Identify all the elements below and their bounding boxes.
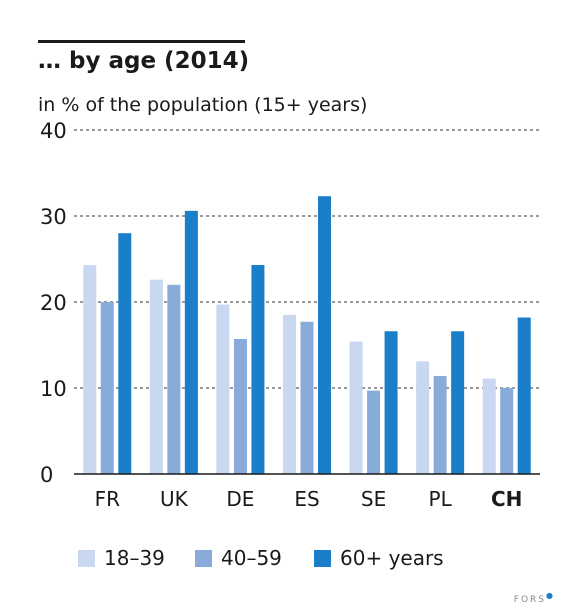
fors-logo: FORS● [513,591,553,605]
legend-label-60-plus: 60+ years [340,546,444,570]
chart-title: … by age (2014) [38,48,250,74]
bar-de-series-1 [216,304,230,474]
legend-item-18-39: 18–39 [78,546,165,570]
bar-uk-series-1 [149,279,163,474]
legend-item-40-59: 40–59 [195,546,282,570]
x-tick-label-fr: FR [95,487,121,511]
bar-fr-series-3 [118,233,132,474]
legend-swatch-18-39 [78,549,95,567]
y-tick-label-40: 40 [40,119,67,143]
legend-swatch-40-59 [195,549,212,567]
bar-ch-series-2 [500,388,514,474]
bar-se-series-3 [384,331,398,474]
y-tick-label-20: 20 [40,291,67,315]
legend-label-40-59: 40–59 [221,546,282,570]
x-tick-label-es: ES [294,487,319,511]
bar-pl-series-3 [451,331,465,474]
y-tick-label-30: 30 [40,205,67,229]
bar-es-series-1 [283,314,296,474]
bar-fr-series-1 [83,265,97,474]
x-tick-label-uk: UK [160,487,189,511]
bar-uk-series-3 [184,210,198,474]
title-rule [38,40,245,43]
bar-ch-series-1 [482,378,496,474]
legend-item-60-plus: 60+ years [314,546,444,570]
x-tick-label-ch: CH [491,487,522,511]
y-tick-label-0: 0 [40,463,53,487]
x-tick-label-pl: PL [429,487,453,511]
logo-text: FORS [513,595,547,605]
x-tick-label-de: DE [226,487,254,511]
bar-de-series-2 [233,338,247,474]
bar-pl-series-1 [416,361,430,474]
bar-es-series-3 [318,196,331,474]
bar-es-series-2 [300,321,314,474]
y-tick-label-10: 10 [40,377,67,401]
x-tick-label-se: SE [361,487,386,511]
bar-ch-series-3 [517,317,531,474]
bar-uk-series-2 [167,284,181,474]
chart-subtitle: in % of the population (15+ years) [38,94,368,116]
bar-se-series-2 [367,390,381,474]
legend-label-18-39: 18–39 [104,546,165,570]
bar-de-series-3 [251,265,265,474]
legend-swatch-60-plus [314,549,331,567]
bar-se-series-1 [349,341,363,474]
bar-pl-series-2 [433,375,447,474]
bar-fr-series-2 [100,302,114,474]
